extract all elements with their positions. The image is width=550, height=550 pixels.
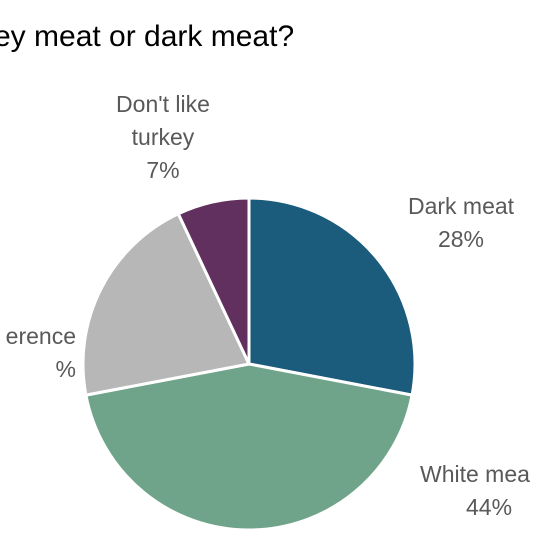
slice-value-no-preference: %	[55, 356, 76, 382]
slice-value-white-meat: 44%	[466, 494, 513, 520]
slice-value-dont-like-turkey: 7%	[146, 157, 180, 183]
slice-label-dont-like-turkey-line1: Don't like	[116, 91, 210, 117]
slice-label-white-meat: White mea 44%	[420, 458, 550, 524]
slice-label-dark-meat: Dark meat 28%	[392, 190, 530, 256]
slice-label-dont-like-turkey-line2: turkey	[131, 124, 195, 150]
slice-label-no-preference: erence %	[0, 320, 76, 386]
slice-name-no-preference: erence	[5, 323, 76, 349]
slice-name-white-meat: White mea	[420, 461, 530, 487]
slice-label-dont-like-turkey: Don't like turkey 7%	[103, 88, 223, 187]
slice-white-meat	[84, 362, 414, 532]
slice-no-preference	[81, 212, 251, 397]
slice-dark-meat	[247, 196, 417, 397]
chart-title: ey meat or dark meat?	[0, 20, 295, 53]
slice-dont-like-turkey	[176, 196, 251, 366]
slice-name-dark-meat: Dark meat	[407, 193, 515, 219]
slice-value-dark-meat: 28%	[437, 226, 485, 252]
